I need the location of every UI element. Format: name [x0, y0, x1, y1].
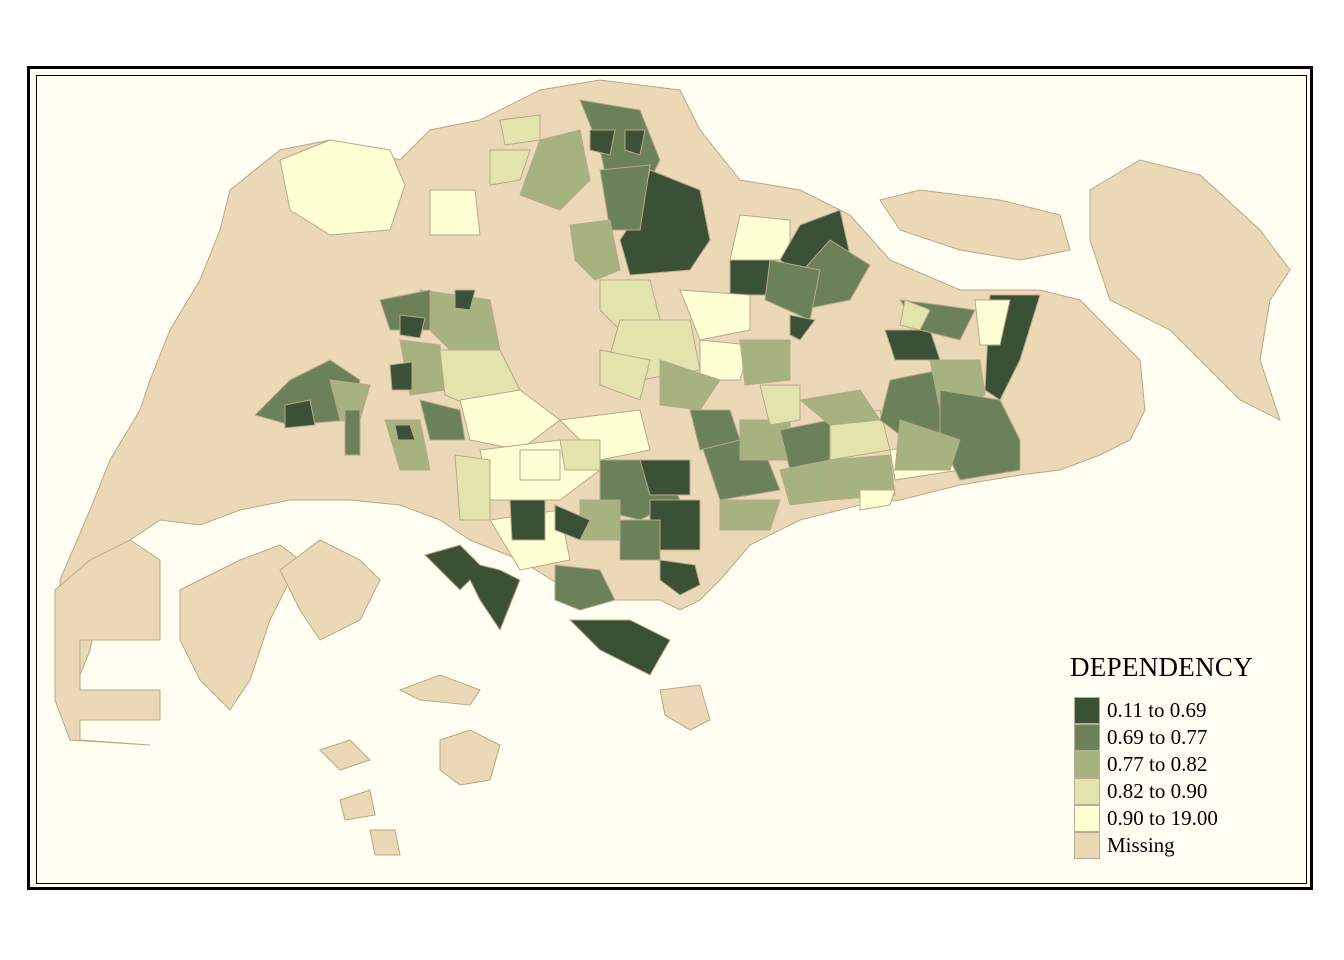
planning-zone — [559, 439, 601, 471]
legend-item-5: Missing — [1070, 832, 1253, 859]
legend-swatch — [1074, 724, 1100, 751]
planning-zone — [394, 424, 416, 441]
planning-zone — [399, 314, 426, 339]
planning-zone — [719, 499, 781, 531]
planning-zone — [519, 449, 561, 481]
planning-zone — [284, 399, 316, 429]
planning-zone — [884, 329, 941, 361]
legend-swatch — [1074, 778, 1100, 805]
planning-zone — [389, 361, 413, 391]
planning-zone — [599, 164, 651, 231]
planning-zone — [589, 129, 616, 156]
planning-zone — [894, 419, 961, 471]
legend-item-2: 0.77 to 0.82 — [1070, 751, 1253, 778]
legend-label: 0.77 to 0.82 — [1107, 752, 1208, 776]
planning-zone — [489, 149, 531, 186]
land-mass — [279, 539, 381, 641]
land-mass — [439, 729, 501, 786]
planning-zone — [454, 454, 491, 521]
planning-zone — [424, 544, 521, 632]
legend-item-1: 0.69 to 0.77 — [1070, 724, 1253, 751]
planning-zone — [499, 114, 541, 146]
land-mass — [1089, 159, 1291, 421]
legend-label: 0.90 to 19.00 — [1107, 806, 1218, 830]
legend-title: DEPENDENCY — [1070, 652, 1253, 682]
land-mass — [54, 539, 161, 746]
planning-zone — [619, 519, 661, 561]
planning-zone — [519, 129, 591, 211]
planning-zone — [554, 564, 616, 611]
planning-zone — [699, 339, 751, 381]
planning-zone — [599, 349, 651, 401]
planning-zone — [459, 389, 561, 451]
planning-zone — [659, 559, 701, 596]
planning-zone — [509, 499, 546, 541]
legend-swatch — [1074, 697, 1100, 724]
planning-zone — [344, 409, 361, 456]
legend-swatch — [1074, 805, 1100, 832]
planning-zone — [899, 299, 931, 331]
planning-zone — [569, 219, 621, 281]
land-mass — [879, 189, 1071, 261]
planning-zone — [729, 214, 791, 261]
planning-zone — [624, 129, 646, 156]
legend-item-4: 0.90 to 19.00 — [1070, 805, 1253, 832]
land-mass — [659, 684, 711, 731]
legend-item-0: 0.11 to 0.69 — [1070, 697, 1253, 724]
legend-swatch — [1074, 751, 1100, 778]
land-mass — [369, 829, 401, 856]
planning-zone — [568, 619, 671, 676]
legend-label: 0.69 to 0.77 — [1107, 725, 1208, 749]
legend-label: 0.82 to 0.90 — [1107, 779, 1208, 803]
planning-zone — [759, 384, 801, 426]
land-mass — [179, 544, 301, 711]
legend-label: 0.11 to 0.69 — [1107, 698, 1207, 722]
planning-zone — [454, 289, 476, 311]
planning-zone — [554, 504, 591, 541]
planning-zone — [739, 339, 791, 386]
planning-zone — [789, 314, 816, 341]
planning-zone — [859, 489, 896, 511]
legend: DEPENDENCY 0.11 to 0.69 0.69 to 0.77 0.7… — [1070, 652, 1253, 859]
planning-zone — [679, 289, 751, 341]
planning-zone — [639, 459, 691, 496]
land-mass — [398, 674, 481, 706]
land-mass — [319, 739, 371, 771]
legend-swatch — [1074, 832, 1100, 859]
planning-zone — [829, 454, 896, 501]
planning-zone — [429, 189, 481, 236]
planning-zone — [419, 399, 466, 441]
land-mass — [339, 789, 376, 821]
planning-zone — [279, 139, 406, 236]
planning-zone — [974, 299, 1011, 346]
legend-item-3: 0.82 to 0.90 — [1070, 778, 1253, 805]
legend-label: Missing — [1107, 833, 1175, 857]
map-inner-frame — [36, 75, 1307, 884]
